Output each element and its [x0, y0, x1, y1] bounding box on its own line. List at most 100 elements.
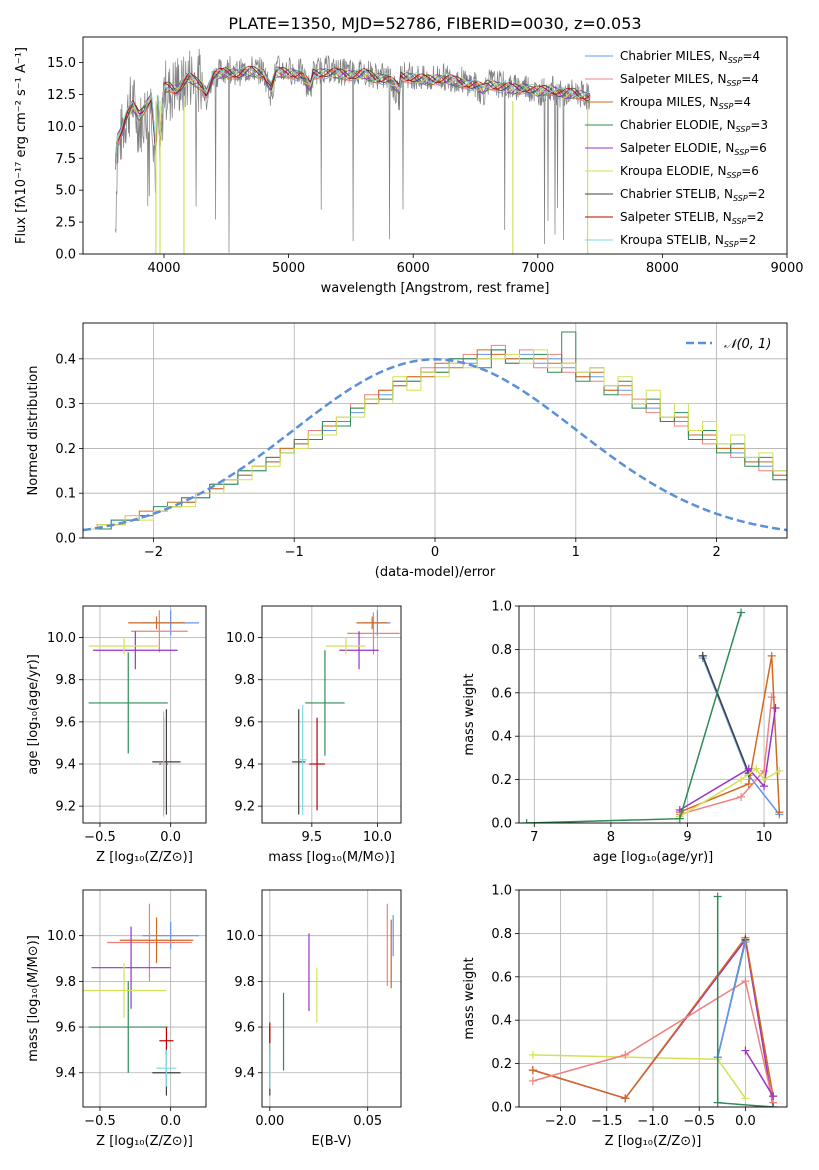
y-tick-label: 9.2 — [55, 800, 76, 815]
x-tick-label: 9 — [683, 830, 691, 845]
y-tick-label: 0.2 — [491, 773, 512, 788]
y-tick-label: 0.4 — [55, 352, 76, 367]
legend-label: Salpeter ELODIE, NSSP=6 — [620, 141, 767, 157]
data-spectrum — [115, 48, 591, 253]
y-tick-label: 0.0 — [55, 248, 76, 263]
y-tick-label: 9.8 — [55, 975, 76, 990]
x-tick-label: 0.0 — [160, 830, 181, 845]
panel-8: −2.0 −1.5 −1.0 −0.5 0.0 0.0 0.2 0.4 0.6 0.8 1.0 Z [… — [462, 884, 788, 1149]
y-axis-label: mass [log₁₀(M/M⊙)] — [26, 935, 41, 1062]
legend-label: Kroupa MILES, NSSP=4 — [620, 95, 751, 111]
x-axis-label: Z [log₁₀(Z/Z⊙)] — [96, 1134, 193, 1149]
model-spectrum — [114, 66, 591, 164]
x-tick-label: 0.00 — [255, 1114, 284, 1129]
axes-frame — [82, 889, 207, 1108]
y-tick-label: 10.0 — [47, 929, 76, 944]
x-axis-label: (data-model)/error — [375, 565, 496, 580]
y-axis-label: Flux [fλ10⁻¹⁷ erg cm⁻² s⁻¹ A⁻¹] — [14, 47, 29, 244]
y-tick-label: 9.6 — [234, 715, 255, 730]
axes-frame — [261, 605, 402, 824]
x-tick-label: −2 — [144, 545, 163, 560]
y-tick-label: 9.2 — [234, 800, 255, 815]
y-tick-label: 15.0 — [47, 56, 76, 71]
y-tick-label: 0.1 — [55, 487, 76, 502]
x-tick-label: 7000 — [521, 261, 554, 276]
plot-area — [522, 608, 784, 823]
model-spectrum — [114, 65, 591, 168]
y-tick-label: 10.0 — [226, 929, 255, 944]
x-tick-label: 0.05 — [353, 1114, 382, 1129]
y-tick-label: 9.8 — [55, 673, 76, 688]
weight-series — [679, 707, 777, 811]
x-tick-label: 8 — [607, 830, 615, 845]
plot-area — [83, 903, 199, 1096]
x-tick-label: 4000 — [147, 261, 180, 276]
plot-area — [114, 48, 591, 254]
y-tick-label: 9.6 — [55, 1021, 76, 1036]
plot-area — [88, 610, 199, 817]
x-axis-label: mass [log₁₀(M/M⊙)] — [268, 850, 395, 865]
y-tick-label: 9.6 — [55, 715, 76, 730]
panel-5: 7 8 9 10 0.0 0.2 0.4 0.6 0.8 1.0 age [log₁₀(age/yr… — [462, 600, 788, 865]
normal-curve — [83, 358, 787, 532]
y-axis-label: age [log₁₀(age/yr)] — [26, 654, 41, 775]
y-tick-label: 10.0 — [47, 631, 76, 646]
x-tick-label: 10.0 — [363, 830, 392, 845]
y-tick-label: 0.0 — [55, 532, 76, 547]
y-tick-label: 2.5 — [55, 216, 76, 231]
weight-marker — [528, 1076, 537, 1085]
legend-label: Salpeter MILES, NSSP=4 — [620, 72, 759, 88]
axes-frame — [82, 605, 207, 824]
y-tick-label: 7.5 — [55, 152, 76, 167]
panel-1: 4000 5000 6000 7000 8000 9000 0.0 2.5 5.0 7.5 10.0… — [14, 36, 804, 296]
y-tick-label: 9.4 — [55, 758, 76, 773]
legend-label: Chabrier ELODIE, NSSP=3 — [620, 118, 768, 134]
legend-label: Chabrier MILES, NSSP=4 — [620, 49, 760, 65]
x-tick-label: 7 — [530, 830, 538, 845]
weight-marker — [698, 651, 707, 660]
y-tick-label: 9.4 — [55, 1066, 76, 1081]
x-tick-label: −0.5 — [683, 1114, 715, 1129]
x-tick-label: 5000 — [272, 261, 305, 276]
legend-label: Chabrier STELIB, NSSP=2 — [620, 187, 765, 203]
x-tick-label: 1 — [572, 545, 580, 560]
y-tick-label: 10.0 — [226, 631, 255, 646]
x-tick-label: 2 — [712, 545, 720, 560]
legend-label: Kroupa ELODIE, NSSP=6 — [620, 164, 759, 180]
y-tick-label: 9.4 — [234, 758, 255, 773]
y-tick-label: 0.4 — [491, 1014, 512, 1029]
legend-label: 𝒩(0, 1) — [724, 337, 771, 352]
x-tick-label: 6000 — [397, 261, 430, 276]
weight-series — [702, 655, 750, 774]
model-spectrum — [114, 67, 591, 161]
histogram-series — [83, 349, 787, 530]
legend-label: Salpeter STELIB, NSSP=2 — [620, 210, 764, 226]
y-tick-label: 0.4 — [491, 730, 512, 745]
x-tick-label: 0.0 — [735, 1114, 756, 1129]
weight-marker — [522, 819, 531, 823]
weight-marker — [775, 766, 784, 775]
weight-marker — [737, 608, 746, 617]
x-tick-label: −1.0 — [637, 1114, 669, 1129]
y-tick-label: 0.8 — [491, 643, 512, 658]
x-tick-label: −2.0 — [545, 1114, 577, 1129]
axes-frame — [82, 322, 788, 539]
histogram-series — [83, 344, 787, 530]
plot-area — [269, 903, 394, 1096]
y-tick-label: 0.2 — [491, 1057, 512, 1072]
y-axis-label: mass weight — [462, 673, 477, 755]
y-tick-label: 12.5 — [47, 88, 76, 103]
y-tick-label: 9.8 — [234, 975, 255, 990]
weight-marker — [741, 1046, 750, 1055]
y-tick-label: 0.6 — [491, 970, 512, 985]
y-tick-label: 0.2 — [55, 442, 76, 457]
y-tick-label: 0.8 — [491, 927, 512, 942]
x-tick-label: 10 — [756, 830, 773, 845]
weight-marker — [760, 775, 769, 784]
weight-marker — [737, 792, 746, 801]
weight-marker — [744, 779, 753, 788]
figure-title: PLATE=1350, MJD=52786, FIBERID=0030, z=0… — [228, 14, 641, 33]
y-tick-label: 9.8 — [234, 673, 255, 688]
weight-marker — [528, 1050, 537, 1059]
